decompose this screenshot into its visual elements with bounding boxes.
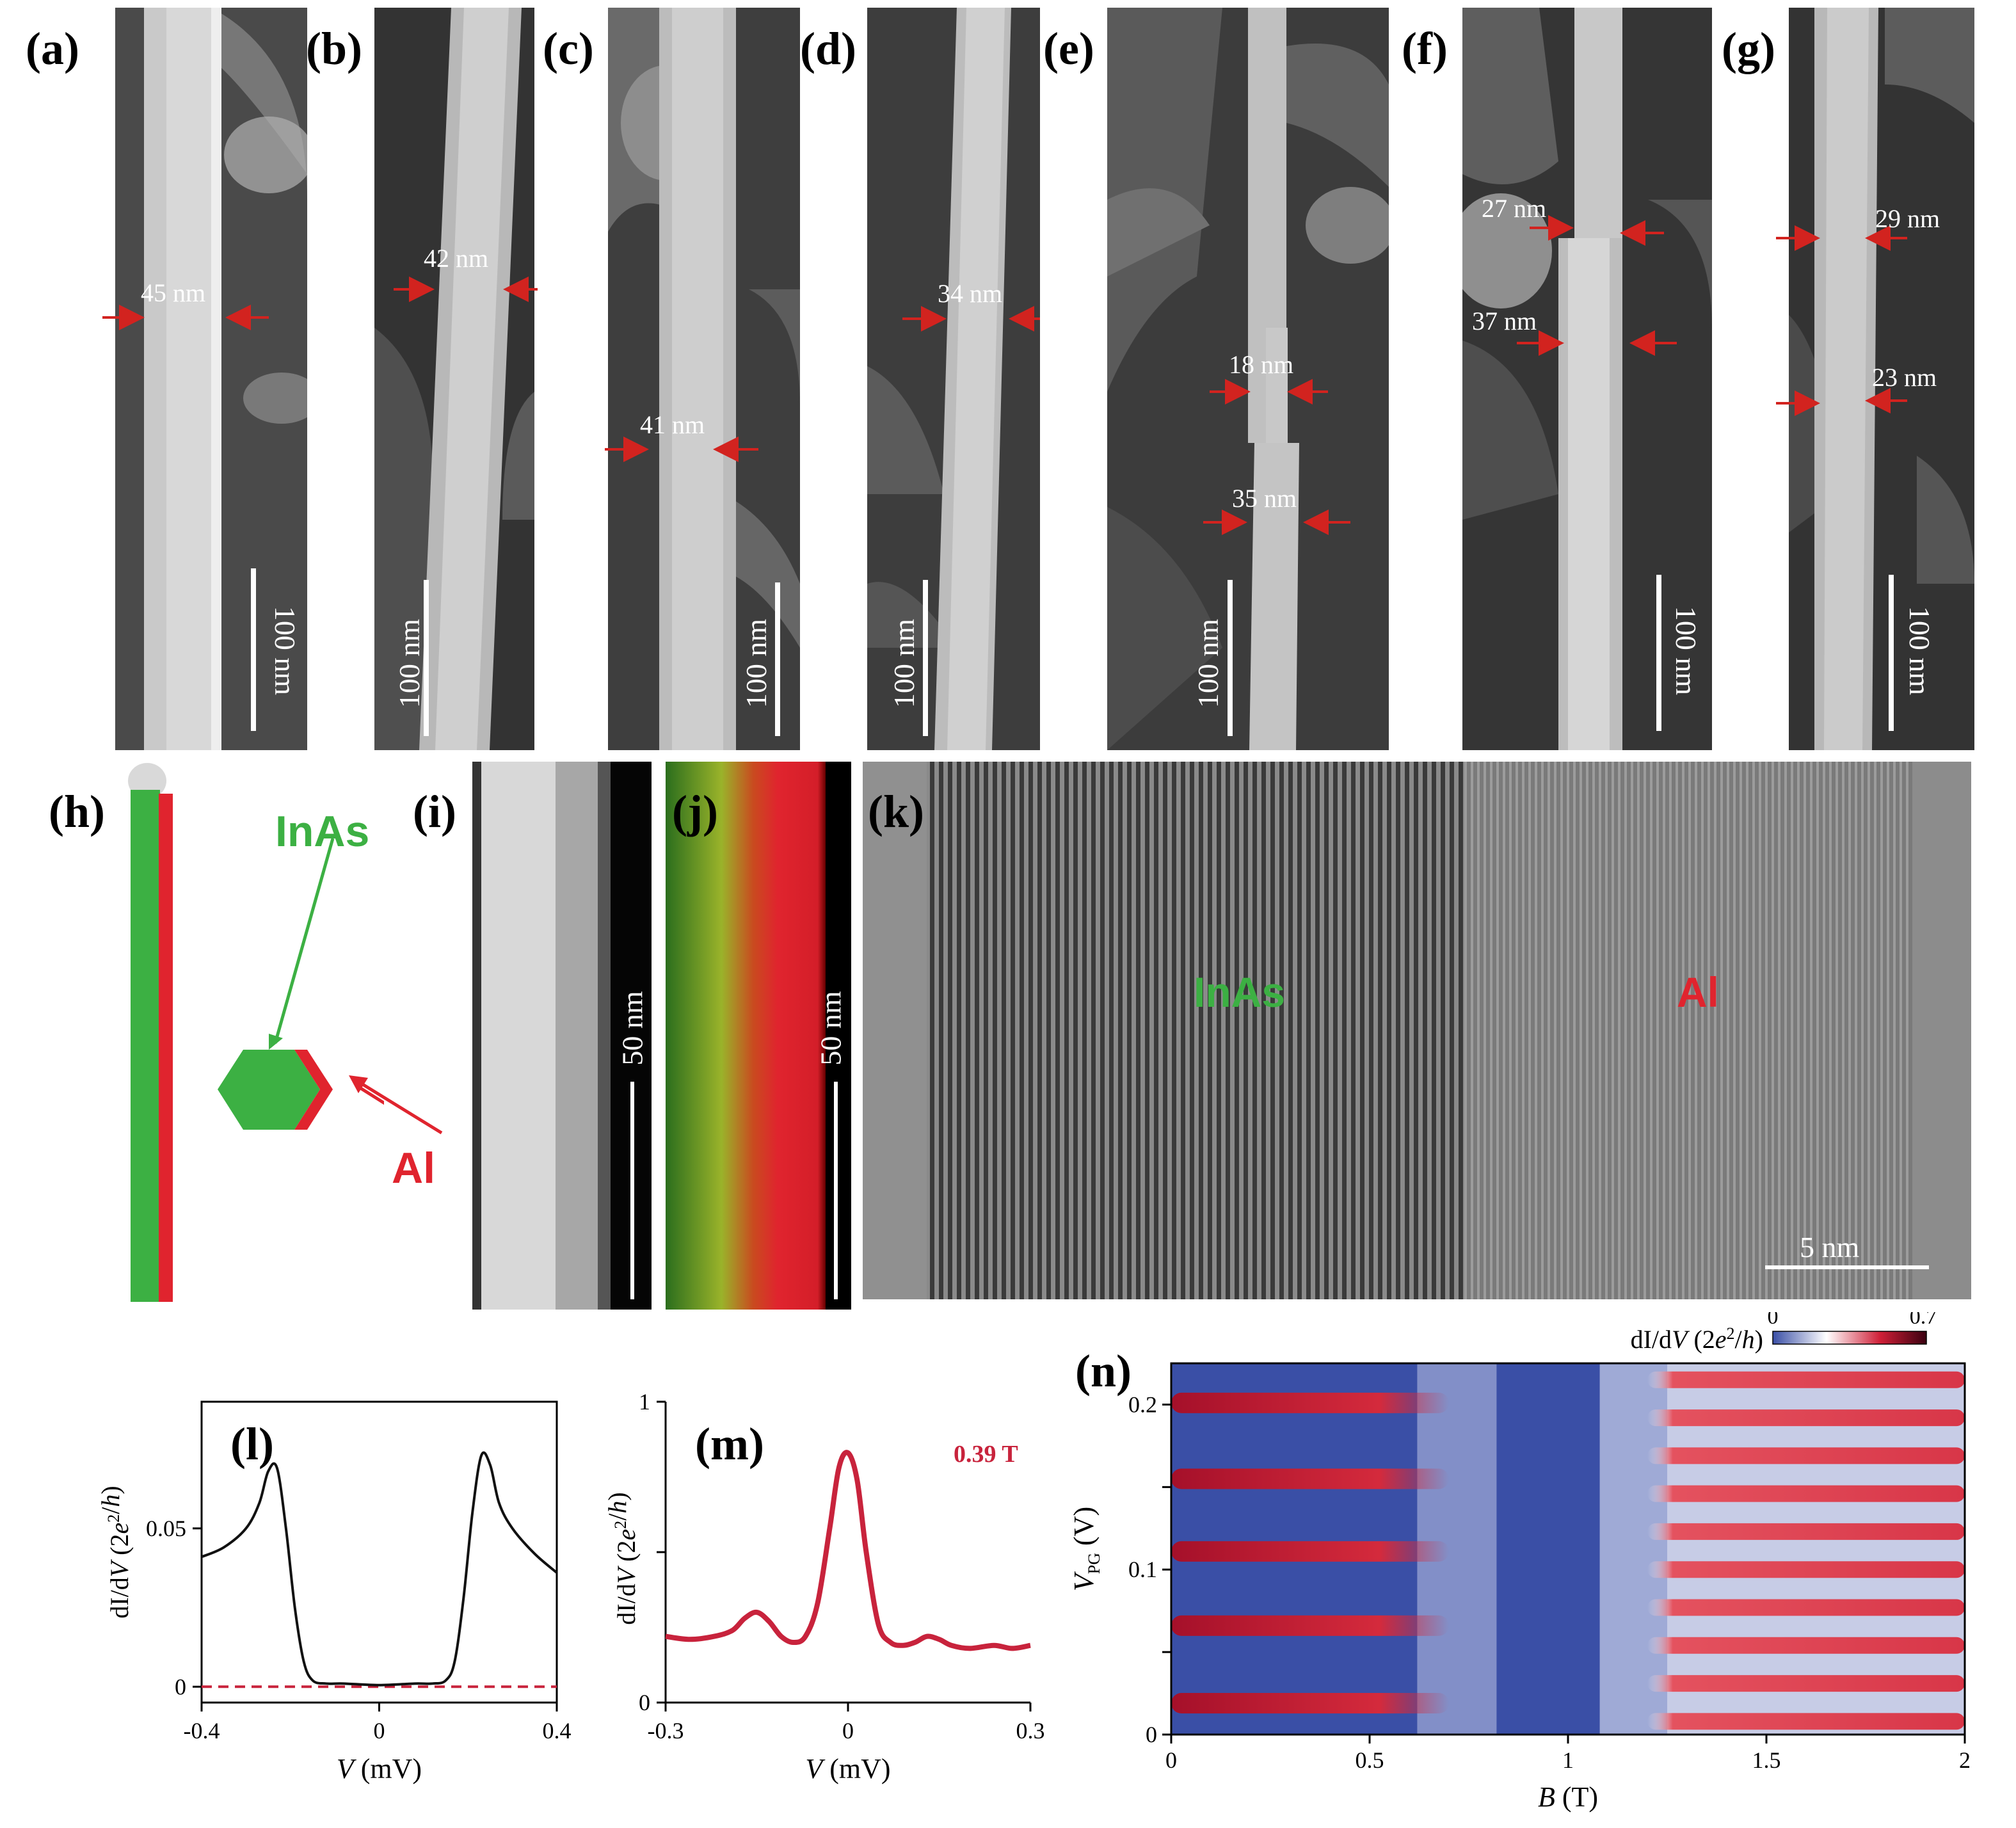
chart-m-xtick-label-0: -0.3 <box>648 1718 684 1744</box>
scale-label-g: 100 nm <box>1903 605 1937 696</box>
dim-label-a: 45 nm <box>141 278 206 307</box>
chart-n-ylabel: VPG (V) <box>1068 1507 1103 1591</box>
heatmap-high-resonance-7 <box>1647 1447 1965 1464</box>
al-label-k: Al <box>1677 968 1719 1016</box>
panel-label-j: (j) <box>672 786 718 837</box>
sem-image-e <box>1107 8 1389 750</box>
chart-n-ytick-label-2: 0.2 <box>1128 1391 1157 1417</box>
heatmap-low-resonance-4 <box>1171 1392 1449 1413</box>
heatmap-high-resonance-5 <box>1647 1523 1965 1540</box>
dim-label-c: 41 nm <box>640 410 705 439</box>
chart-n-xtick-label-2: 1 <box>1562 1747 1574 1773</box>
scale-label-c: 100 nm <box>740 618 773 709</box>
inas-label-h: InAs <box>275 807 370 856</box>
colorbar-label: dI/dV (2e2/h) <box>1631 1324 1763 1354</box>
dim-label-f-1: 27 nm <box>1482 194 1547 223</box>
heatmap-high-resonance-2 <box>1647 1637 1965 1654</box>
panel-label-e: (e) <box>1043 23 1094 74</box>
colorbar <box>1772 1331 1927 1345</box>
al-pointer-arrow <box>349 1075 443 1135</box>
panel-label-m: (m) <box>695 1418 764 1470</box>
panel-label-i: (i) <box>413 786 456 837</box>
field-label-m: 0.39 T <box>954 1441 1018 1468</box>
inas-label-k: InAs <box>1194 968 1286 1016</box>
chart-m-xlabel: V (mV) <box>805 1753 890 1784</box>
scale-label-j: 50 nm <box>814 991 847 1066</box>
dim-label-d: 34 nm <box>938 279 1003 308</box>
sem-image-a <box>115 8 307 750</box>
sem-image-c <box>608 8 800 750</box>
chart-n-xtick-label-3: 1.5 <box>1752 1747 1781 1773</box>
scale-label-k: 5 nm <box>1800 1231 1860 1263</box>
chart-l: -0.4 0 0.4 0 0.05 V (mV) dI/dV (2e2/h) <box>96 1400 572 1784</box>
panel-label-l: (l) <box>230 1418 274 1470</box>
sem-image-f <box>1462 8 1712 750</box>
heatmap-low-resonance-3 <box>1171 1468 1449 1489</box>
chart-l-ytick-label-0: 0 <box>175 1674 186 1699</box>
heatmap-high-resonance-8 <box>1647 1409 1965 1427</box>
chart-l-xlabel: V (mV) <box>337 1753 422 1784</box>
sem-image-d <box>867 8 1040 750</box>
chart-l-xtick-label-0: -0.4 <box>184 1718 220 1744</box>
panel-label-f: (f) <box>1402 23 1448 74</box>
al-label-h: Al <box>392 1144 435 1192</box>
chart-m-xtick-label-1: 0 <box>842 1718 854 1744</box>
stem-image-i <box>472 762 652 1310</box>
chart-n-ytick-label-1: 0.1 <box>1128 1557 1157 1582</box>
heatmap-low-resonance-2 <box>1171 1541 1449 1562</box>
chart-l-ytick-label-1: 0.05 <box>146 1516 186 1541</box>
panel-label-g: (g) <box>1722 23 1775 74</box>
chart-l-ylabel: dI/dV (2e2/h) <box>96 1486 134 1618</box>
sem-image-g <box>1789 8 1974 750</box>
panel-label-h: (h) <box>49 786 105 837</box>
chart-n-xtick-label-4: 2 <box>1959 1747 1971 1773</box>
panel-label-n: (n) <box>1075 1345 1132 1397</box>
chart-l-xtick-label-2: 0.4 <box>543 1718 572 1744</box>
dim-label-g-2: 23 nm <box>1872 363 1937 392</box>
chart-m: -0.3 0 0.3 0 1 V (mV) dI/dV (2e2/h) <box>603 1389 1045 1784</box>
scale-label-f: 100 nm <box>1670 605 1703 696</box>
chart-n-xtick-label-1: 0.5 <box>1356 1747 1384 1773</box>
chart-m-ylabel: dI/dV (2e2/h) <box>603 1492 641 1624</box>
heatmap-high-resonance-6 <box>1647 1485 1965 1502</box>
dim-label-f-2: 37 nm <box>1472 307 1537 335</box>
chart-n-ytick-label-0: 0 <box>1146 1722 1157 1747</box>
panel-label-d: (d) <box>800 23 856 74</box>
scale-label-b: 100 nm <box>393 618 426 709</box>
colorbar-max-label: 0.7 <box>1910 1312 1937 1329</box>
panel-label-k: (k) <box>868 786 924 837</box>
chart-m-ytick-label-1: 1 <box>639 1389 650 1415</box>
heatmap-low-resonance-1 <box>1171 1615 1449 1636</box>
chart-m-ytick-label-0: 0 <box>639 1690 650 1715</box>
scale-label-a: 100 nm <box>269 605 302 696</box>
hrtem-image-k <box>863 762 1971 1299</box>
dim-label-g-1: 29 nm <box>1875 204 1940 233</box>
chart-n-xtick-label-0: 0 <box>1165 1747 1177 1773</box>
chart-m-series-line <box>665 1450 1031 1651</box>
nanowire-schematic <box>128 763 384 1302</box>
panel-label-c: (c) <box>543 23 594 74</box>
dim-label-b: 42 nm <box>424 244 489 273</box>
heatmap-high-resonance-3 <box>1647 1599 1965 1616</box>
chart-n-xlabel: B (T) <box>1538 1781 1598 1813</box>
dim-label-e-2: 35 nm <box>1232 484 1297 513</box>
chart-n: 0 0.5 1 1.5 2 0 0.1 0.2 B (T) VPG (V) 0 0.7 dI/dV (2… <box>1068 1312 1971 1813</box>
heatmap-high-resonance-0 <box>1647 1713 1965 1730</box>
sem-image-b <box>374 8 534 750</box>
heatmap-high-resonance-4 <box>1647 1561 1965 1578</box>
scale-label-i: 50 nm <box>616 991 649 1066</box>
panel-label-a: (a) <box>26 23 79 74</box>
colorbar-min-label: 0 <box>1768 1312 1779 1329</box>
chart-l-series-line <box>201 1451 558 1687</box>
heatmap-high-resonance-9 <box>1647 1371 1965 1388</box>
panel-label-b: (b) <box>306 23 362 74</box>
heatmap-high-resonance-1 <box>1647 1675 1965 1692</box>
chart-l-xtick-label-1: 0 <box>374 1718 385 1744</box>
dim-label-e-1: 18 nm <box>1229 350 1294 379</box>
chart-m-xtick-label-2: 0.3 <box>1016 1718 1045 1744</box>
scale-label-d: 100 nm <box>888 618 921 709</box>
eds-map-j <box>666 762 851 1310</box>
scale-label-e: 100 nm <box>1192 618 1225 709</box>
heatmap-low-resonance-0 <box>1171 1693 1449 1714</box>
